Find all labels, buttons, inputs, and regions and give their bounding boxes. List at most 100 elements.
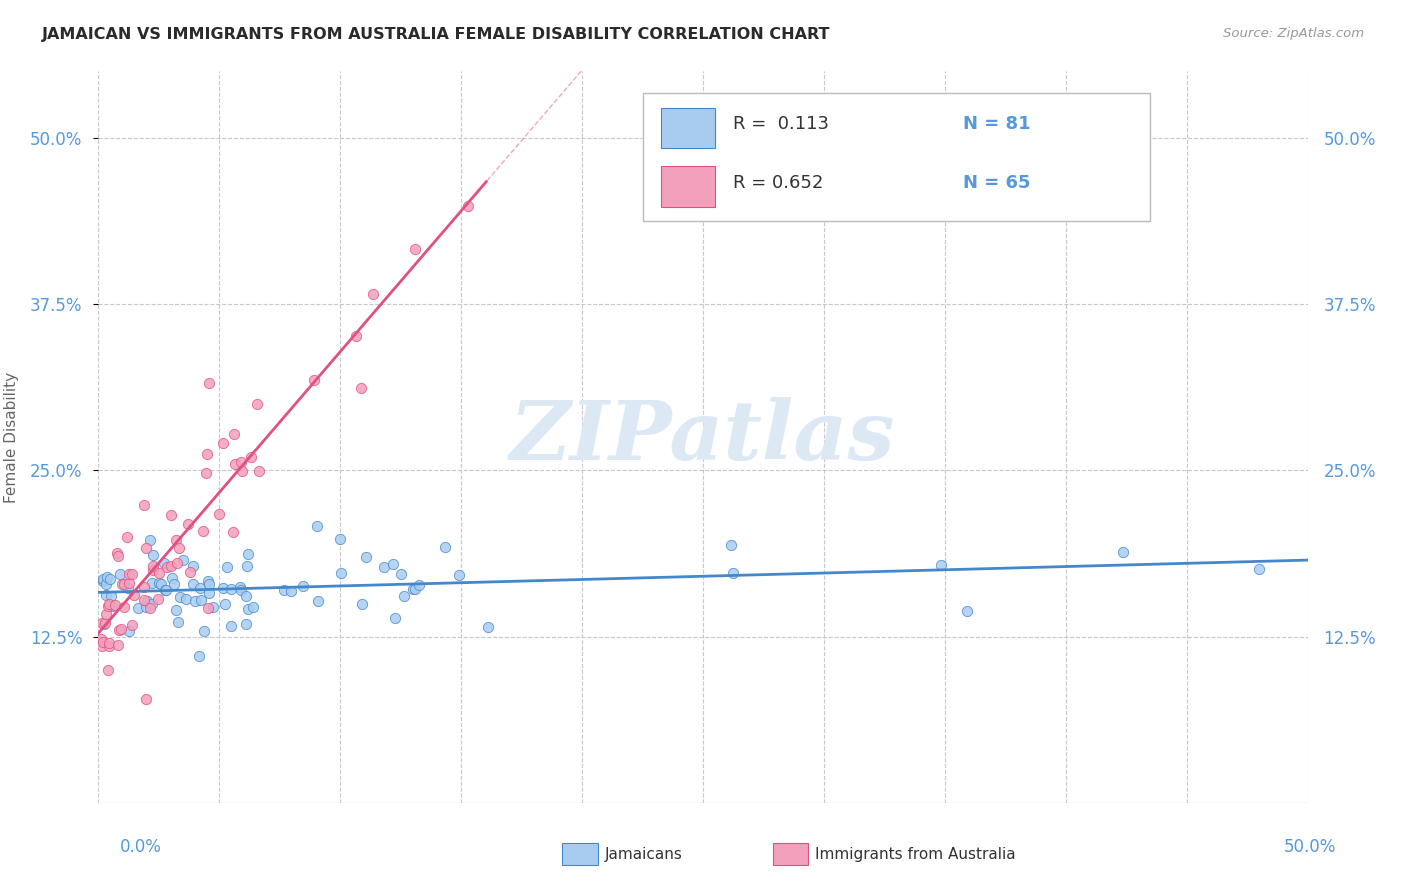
Point [97, 597, 120, 611]
Point [155, 582, 177, 597]
Point [127, 601, 149, 615]
Point [720, 538, 742, 552]
Point [381, 557, 404, 571]
Point [98, 639, 121, 653]
Text: N = 81: N = 81 [963, 115, 1031, 133]
Point [142, 548, 165, 562]
Point [404, 242, 426, 256]
FancyBboxPatch shape [643, 94, 1150, 221]
Point [219, 582, 242, 596]
Point [94, 588, 117, 602]
Point [112, 599, 135, 614]
Point [307, 519, 329, 533]
Text: ZIPatlas: ZIPatlas [510, 397, 896, 477]
Point [229, 583, 252, 598]
Point [165, 533, 187, 548]
Point [190, 592, 212, 607]
Point [141, 576, 163, 591]
Text: 50.0%: 50.0% [1284, 838, 1336, 856]
Point [117, 581, 139, 595]
Point [169, 590, 191, 604]
Point [122, 588, 145, 602]
Point [94, 576, 117, 591]
Point [280, 584, 302, 599]
Point [197, 586, 219, 600]
Point [90, 632, 112, 647]
Point [201, 600, 224, 615]
Point [160, 508, 183, 522]
Point [329, 532, 352, 546]
Point [166, 556, 188, 570]
Point [94, 607, 117, 621]
Point [183, 576, 205, 591]
Point [195, 446, 218, 460]
Point [1249, 562, 1271, 576]
Point [187, 649, 209, 664]
Text: Jamaicans: Jamaicans [605, 847, 682, 862]
Point [118, 576, 141, 591]
Point [97, 599, 120, 613]
Point [447, 568, 470, 582]
Point [139, 533, 162, 548]
Text: N = 65: N = 65 [963, 174, 1031, 192]
Point [108, 567, 131, 582]
Point [96, 663, 118, 677]
Point [148, 566, 170, 581]
Text: Immigrants from Australia: Immigrants from Australia [815, 847, 1017, 862]
Point [434, 540, 457, 554]
Point [104, 598, 127, 612]
Point [239, 450, 262, 465]
Point [228, 580, 250, 594]
Point [307, 594, 329, 608]
Point [98, 636, 121, 650]
Point [457, 198, 479, 212]
Point [138, 600, 160, 615]
Point [183, 558, 205, 573]
Point [273, 582, 295, 597]
Point [177, 516, 200, 531]
Point [155, 582, 177, 597]
Text: R = 0.652: R = 0.652 [734, 174, 824, 192]
Point [115, 530, 138, 544]
Point [236, 559, 259, 574]
Point [222, 524, 245, 539]
Point [146, 591, 169, 606]
Point [477, 620, 499, 634]
Point [350, 381, 373, 395]
Point [402, 582, 425, 597]
Point [135, 599, 157, 614]
Point [304, 373, 326, 387]
Point [384, 611, 406, 625]
Point [112, 577, 135, 591]
Point [91, 635, 114, 649]
Point [229, 455, 252, 469]
Point [118, 624, 141, 639]
Point [208, 507, 231, 521]
Point [188, 581, 211, 595]
Point [721, 566, 744, 580]
Point [195, 467, 218, 481]
Point [156, 559, 179, 574]
Text: JAMAICAN VS IMMIGRANTS FROM AUSTRALIA FEMALE DISABILITY CORRELATION CHART: JAMAICAN VS IMMIGRANTS FROM AUSTRALIA FE… [42, 27, 831, 42]
Point [197, 601, 219, 615]
Bar [661, 167, 716, 207]
Point [198, 376, 221, 390]
Point [91, 574, 114, 588]
Point [98, 572, 121, 586]
Point [108, 623, 131, 637]
Point [350, 597, 373, 611]
Text: Source: ZipAtlas.com: Source: ZipAtlas.com [1223, 27, 1364, 40]
Point [121, 567, 143, 582]
Point [118, 567, 141, 582]
Point [136, 594, 159, 608]
Point [354, 550, 377, 565]
Point [135, 692, 157, 706]
Y-axis label: Female Disability: Female Disability [4, 371, 18, 503]
Point [247, 464, 270, 478]
Point [212, 581, 235, 595]
Point [121, 618, 143, 632]
Bar [661, 108, 716, 148]
Point [236, 602, 259, 616]
Point [96, 570, 118, 584]
Point [198, 577, 221, 591]
